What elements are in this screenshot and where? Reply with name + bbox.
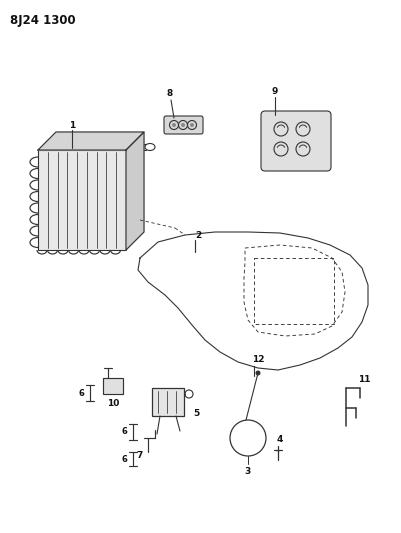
Polygon shape <box>38 132 144 150</box>
Text: 8J24 1300: 8J24 1300 <box>10 14 75 27</box>
Text: 9: 9 <box>271 86 277 95</box>
Text: 5: 5 <box>192 409 198 418</box>
Text: 3: 3 <box>244 466 251 475</box>
Bar <box>103 378 123 394</box>
Text: 6: 6 <box>78 389 84 398</box>
FancyBboxPatch shape <box>260 111 330 171</box>
Text: 2: 2 <box>194 230 200 239</box>
Text: 8: 8 <box>166 90 173 99</box>
Text: 6: 6 <box>121 427 127 437</box>
Circle shape <box>180 123 184 127</box>
Text: 10: 10 <box>107 400 119 408</box>
Text: 7: 7 <box>136 451 143 461</box>
Text: 11: 11 <box>357 376 369 384</box>
Circle shape <box>172 123 176 127</box>
Text: 1: 1 <box>69 122 75 131</box>
Text: 4: 4 <box>276 435 282 445</box>
Text: 12: 12 <box>251 356 263 365</box>
Bar <box>38 150 126 250</box>
Circle shape <box>190 123 194 127</box>
Bar <box>253 258 333 324</box>
FancyBboxPatch shape <box>164 116 203 134</box>
Text: 6: 6 <box>121 456 127 464</box>
Bar <box>152 388 184 416</box>
Circle shape <box>255 370 260 376</box>
Polygon shape <box>126 132 144 250</box>
